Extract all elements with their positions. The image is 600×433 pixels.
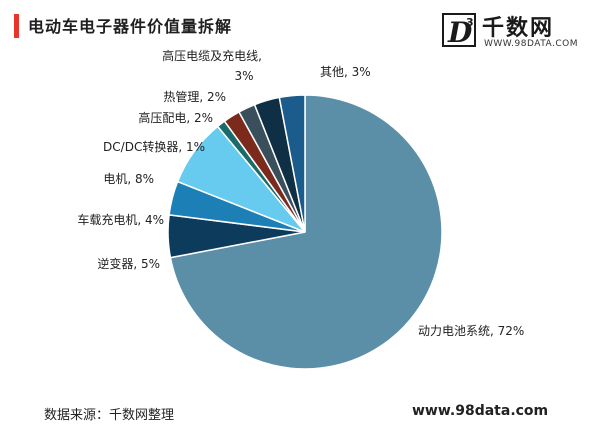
slice-label-6: 热管理, 2% xyxy=(163,89,226,104)
slice-label-5: 高压配电, 2% xyxy=(138,110,213,125)
d3-logo-icon: D 3 xyxy=(442,13,476,48)
chart-header: 电动车电子器件价值量拆解 D 3 千数网 WWW.98DATA.COM xyxy=(0,0,600,58)
brand-logo[interactable]: D 3 千数网 WWW.98DATA.COM xyxy=(442,8,592,52)
logo-name: 千数网 xyxy=(482,16,555,41)
pie-slice-8[interactable] xyxy=(278,94,306,233)
slice-label-3: 电机, 8% xyxy=(103,172,154,186)
footer-url[interactable]: www.98data.com xyxy=(412,403,549,419)
slice-label-7-line2: 3% xyxy=(234,69,253,83)
slice-label-0: 动力电池系统, 72% xyxy=(418,324,524,338)
slice-label-4: DC/DC转换器, 1% xyxy=(103,139,205,154)
chart-title: 电动车电子器件价值量拆解 xyxy=(28,17,233,36)
slice-label-2: 车载充电机, 4% xyxy=(77,212,164,227)
slice-label-1: 逆变器, 5% xyxy=(97,256,160,271)
data-source: 数据来源：千数网整理 xyxy=(44,408,175,423)
logo-badge-superscript: 3 xyxy=(466,16,474,29)
logo-badge-letter: D xyxy=(447,16,473,48)
slice-label-8: 其他, 3% xyxy=(320,65,371,79)
title-accent-bar xyxy=(14,14,19,38)
logo-url: WWW.98DATA.COM xyxy=(484,39,578,49)
slice-label-7: 高压电缆及充电线, 3% xyxy=(162,48,262,83)
pie-slice-0[interactable] xyxy=(169,94,443,370)
slice-label-7-line1: 高压电缆及充电线, xyxy=(162,48,262,63)
